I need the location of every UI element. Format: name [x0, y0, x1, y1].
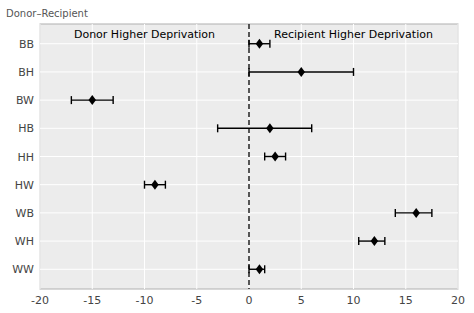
error-cap	[248, 40, 249, 48]
x-tick-label: 20	[451, 294, 465, 307]
y-tick-label: BW	[16, 94, 34, 107]
grid-line	[249, 24, 250, 289]
error-cap	[431, 209, 432, 217]
error-cap	[285, 153, 286, 161]
error-cap	[217, 124, 218, 132]
point	[298, 67, 306, 77]
error-cap	[165, 181, 166, 189]
error-cap	[353, 68, 354, 76]
x-tick-label: -5	[191, 294, 202, 307]
error-cap	[269, 40, 270, 48]
y-tick-label: HW	[15, 179, 34, 192]
point	[412, 208, 420, 218]
error-cap	[71, 96, 72, 104]
y-tick-label: WW	[12, 263, 34, 276]
point	[89, 95, 97, 105]
point	[371, 236, 379, 246]
error-cap	[248, 265, 249, 273]
point	[256, 39, 264, 49]
reference-line	[248, 24, 249, 289]
grid-line	[40, 128, 458, 129]
x-tick-label: 5	[298, 294, 305, 307]
error-cap	[384, 237, 385, 245]
y-tick-label: WH	[15, 235, 34, 248]
error-cap	[311, 124, 312, 132]
error-cap	[395, 209, 396, 217]
x-tick-label: 15	[399, 294, 413, 307]
y-tick-label: BB	[19, 38, 34, 51]
x-tick-label: -15	[83, 294, 101, 307]
point	[266, 123, 274, 133]
marks	[71, 24, 432, 289]
x-tick-label: -10	[136, 294, 154, 307]
annotation: Recipient Higher Deprivation	[274, 28, 433, 41]
error-cap	[248, 68, 249, 76]
y-tick-label: WB	[16, 207, 34, 220]
error-cap	[264, 265, 265, 273]
error-cap	[112, 96, 113, 104]
error-bar	[218, 128, 312, 129]
x-tick-label: 10	[347, 294, 361, 307]
y-tick-label: BH	[18, 66, 34, 79]
plot-area	[40, 24, 458, 289]
y-tick-label: HB	[18, 122, 34, 135]
annotation: Donor Higher Deprivation	[74, 28, 215, 41]
point	[271, 152, 279, 162]
y-tick-label: HH	[17, 151, 34, 164]
x-tick-label: 0	[246, 294, 253, 307]
x-tick-label: -20	[31, 294, 49, 307]
chart: -20 -15 -10 -5 0 5 10 15 20 BB BH BW HB HH HW WB WH WW Don…	[0, 0, 474, 313]
error-cap	[358, 237, 359, 245]
point	[256, 264, 264, 274]
point	[151, 180, 159, 190]
y-axis-label: Donor–Recipient	[6, 8, 88, 19]
error-cap	[264, 153, 265, 161]
error-cap	[144, 181, 145, 189]
